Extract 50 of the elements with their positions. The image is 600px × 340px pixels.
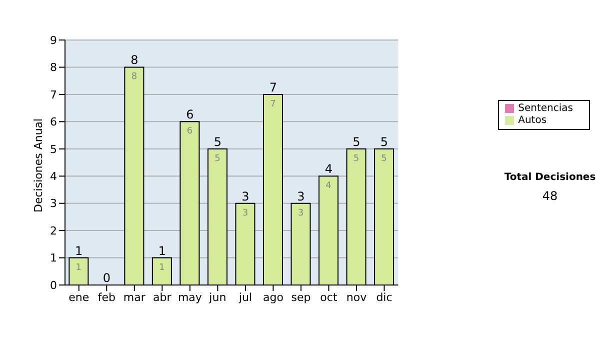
total-label: 3: [242, 189, 250, 204]
data-label: 5: [381, 154, 387, 164]
x-tick-label: abr: [153, 290, 172, 304]
y-axis-title: Decisiones Anual: [32, 118, 45, 212]
data-label: 7: [270, 99, 276, 110]
y-tick-label: 3: [50, 197, 57, 210]
data-label: 8: [131, 72, 138, 82]
y-tick-label: 0: [50, 278, 57, 292]
legend-label: Sentencias: [518, 103, 573, 114]
x-tick-label: ene: [68, 290, 90, 304]
total-label: 5: [380, 134, 388, 149]
y-tick-label: 8: [50, 61, 57, 74]
x-tick-label: ago: [262, 290, 284, 304]
total-label: 3: [297, 189, 305, 204]
data-label: 5: [353, 154, 360, 164]
x-tick-label: sep: [291, 290, 311, 304]
data-label: 5: [214, 154, 220, 164]
y-tick-label: 1: [50, 252, 57, 265]
total-label: 7: [269, 80, 278, 94]
x-tick-label: may: [178, 290, 202, 304]
total-label: 6: [186, 108, 194, 122]
x-tick-label: oct: [320, 290, 338, 304]
y-tick-label: 7: [50, 88, 57, 102]
data-label: 6: [186, 126, 193, 137]
y-tick-label: 5: [50, 142, 57, 156]
data-label: 3: [242, 208, 248, 218]
total-label: 8: [130, 53, 138, 68]
x-tick-label: feb: [98, 290, 116, 304]
y-tick-label: 6: [50, 116, 57, 129]
text: 48: [541, 189, 559, 203]
total-label: 4: [324, 162, 333, 176]
data-label: 1: [76, 262, 82, 273]
total-label: 5: [352, 134, 360, 149]
total-label: 1: [75, 244, 83, 258]
legend-label: Autos: [518, 115, 547, 126]
text: Total Decisiones: [503, 172, 597, 183]
data-label: 3: [298, 208, 304, 218]
y-tick-label: 4: [50, 170, 57, 184]
total-label: 0: [102, 271, 110, 285]
x-tick-label: jun: [208, 290, 226, 304]
x-tick-label: jul: [238, 290, 252, 304]
x-tick-label: nov: [346, 290, 368, 304]
y-tick-label: 9: [50, 34, 57, 47]
data-label: 1: [159, 262, 165, 273]
y-tick-label: 2: [50, 224, 57, 238]
data-label: 4: [326, 181, 332, 192]
total-label: 5: [214, 134, 222, 149]
x-tick-label: dic: [376, 290, 392, 304]
x-tick-label: mar: [123, 290, 146, 304]
total-label: 1: [158, 244, 166, 258]
